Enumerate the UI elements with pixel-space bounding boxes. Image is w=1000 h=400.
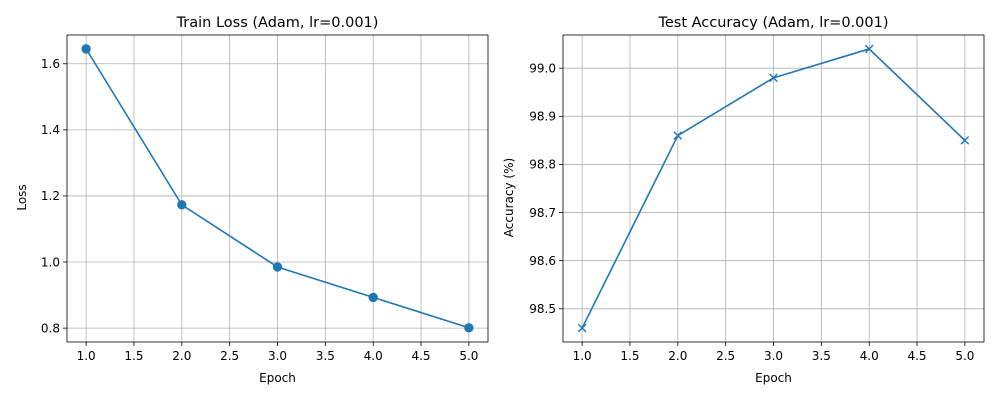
train-loss-x-tick-label: 1.0	[77, 349, 96, 363]
train-loss-x-tick-label: 3.0	[268, 349, 287, 363]
train-loss-title: Train Loss (Adam, lr=0.001)	[176, 15, 379, 31]
test-accuracy-x-tick-label: 1.0	[573, 349, 592, 363]
train-loss-x-tick-label: 4.0	[364, 349, 383, 363]
train-loss-y-tick-label: 1.4	[41, 123, 60, 137]
test-accuracy-panel: Test Accuracy (Adam, lr=0.001) Epoch Acc…	[502, 15, 985, 385]
train-loss-y-tick-label: 0.8	[41, 321, 60, 335]
test-accuracy-xlabel: Epoch	[755, 371, 792, 385]
train-loss-x-tick-label: 5.0	[459, 349, 478, 363]
test-accuracy-y-tick-label: 98.6	[529, 254, 556, 268]
test-accuracy-data-point	[864, 44, 874, 54]
train-loss-data-point	[368, 292, 378, 303]
test-accuracy-x-tick-label: 2.0	[668, 349, 687, 363]
test-accuracy-x-tick-label: 4.5	[907, 349, 926, 363]
test-accuracy-data-point	[673, 131, 683, 140]
train-loss-xlabel: Epoch	[259, 371, 296, 385]
test-accuracy-x-tick-label: 5.0	[955, 349, 974, 363]
test-accuracy-y-tick-label: 98.9	[529, 110, 556, 124]
train-loss-y-tick-label: 1.0	[41, 255, 60, 269]
test-accuracy-data-point	[577, 323, 587, 333]
test-accuracy-x-tick-label: 1.5	[620, 349, 639, 363]
test-accuracy-data-point	[960, 136, 970, 145]
train-loss-axes-frame	[66, 34, 489, 343]
train-loss-data-point	[177, 200, 187, 210]
train-loss-ylabel: Loss	[15, 184, 29, 210]
test-accuracy-x-tick-label: 4.0	[860, 349, 879, 363]
test-accuracy-y-tick-label: 98.5	[529, 302, 556, 316]
test-accuracy-x-tick-label: 3.5	[812, 349, 831, 363]
test-accuracy-grid	[563, 35, 984, 342]
train-loss-panel: Train Loss (Adam, lr=0.001) Epoch Loss 1…	[15, 15, 489, 385]
test-accuracy-x-tick-label: 2.5	[716, 349, 735, 363]
test-accuracy-ylabel: Accuracy (%)	[502, 158, 516, 237]
train-loss-x-tick-label: 2.5	[220, 349, 239, 363]
test-accuracy-y-tick-label: 98.7	[529, 206, 556, 220]
train-loss-data-point	[81, 44, 91, 54]
test-accuracy-title: Test Accuracy (Adam, lr=0.001)	[657, 15, 888, 31]
test-accuracy-x-tick-label: 3.0	[764, 349, 783, 363]
test-accuracy-axes-frame	[562, 34, 985, 343]
test-accuracy-y-tick-label: 98.8	[529, 158, 556, 172]
train-loss-x-tick-label: 2.0	[172, 349, 191, 363]
train-loss-x-tick-label: 4.5	[411, 349, 430, 363]
train-loss-data-point	[464, 323, 474, 333]
test-accuracy-data-point	[769, 73, 778, 83]
train-loss-y-tick-label: 1.2	[41, 189, 60, 203]
test-accuracy-y-tick-label: 99.0	[529, 62, 556, 76]
train-loss-x-tick-label: 1.5	[124, 349, 143, 363]
train-loss-y-tick-label: 1.6	[41, 57, 60, 71]
train-loss-data-point	[272, 262, 283, 272]
train-loss-x-tick-label: 3.5	[316, 349, 335, 363]
train-loss-grid	[67, 35, 488, 342]
